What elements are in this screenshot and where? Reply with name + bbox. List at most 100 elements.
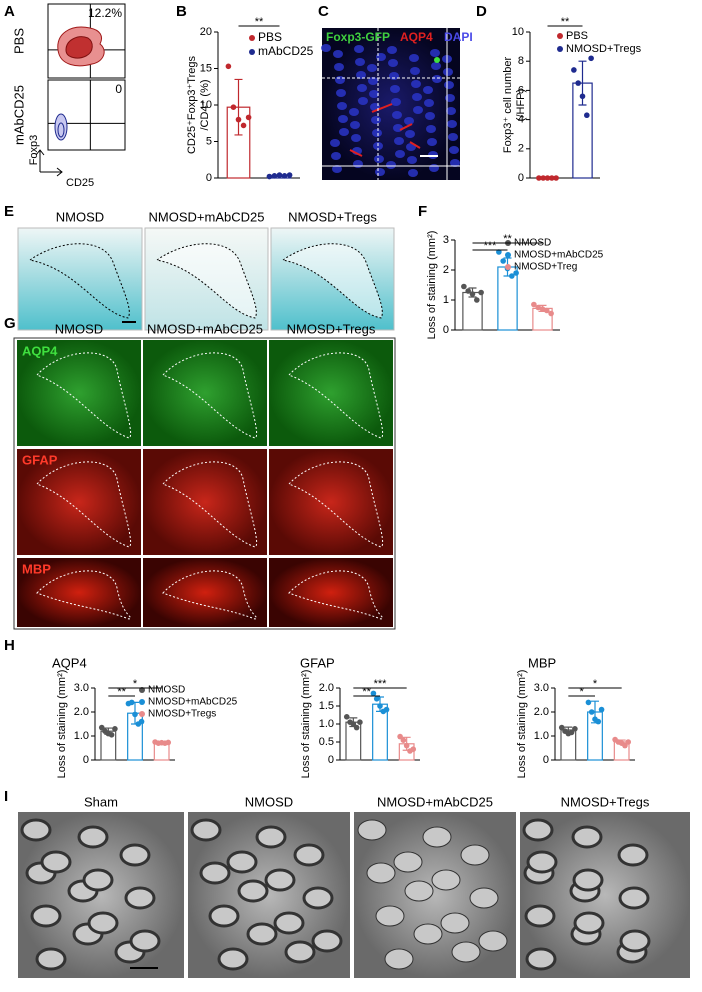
legend-marker: [505, 264, 511, 270]
axon: [393, 851, 423, 873]
data-point: [373, 696, 380, 702]
y-tick-label: 2.0: [534, 706, 549, 718]
nucleus: [386, 161, 396, 169]
chart-title: GFAP: [300, 655, 335, 670]
nucleus: [411, 80, 421, 88]
y-tick-label: 15: [200, 62, 212, 74]
nucleus: [409, 54, 419, 62]
y-axis-label: Loss of staining (mm²): [516, 670, 528, 779]
data-point: [281, 173, 288, 179]
axon: [30, 904, 62, 928]
nucleus: [369, 90, 379, 98]
significance-label: *: [593, 678, 598, 690]
y-tick-label: 0: [443, 324, 449, 336]
y-tick-label: 0: [206, 172, 212, 184]
panel-label: D: [476, 3, 487, 20]
data-point: [478, 289, 484, 296]
axon: [526, 850, 558, 874]
axon: [451, 941, 481, 963]
axon: [617, 843, 649, 867]
bar: [462, 291, 483, 331]
panel-label: A: [4, 3, 15, 20]
nucleus: [357, 84, 367, 92]
legend-marker: [557, 46, 563, 52]
y-axis-label: Foxp3⁺ cell number: [502, 57, 514, 154]
significance-label: **: [255, 16, 264, 28]
axon: [35, 947, 67, 971]
data-point: [165, 739, 172, 746]
data-point: [377, 703, 383, 709]
nucleus: [389, 72, 399, 80]
nucleus: [446, 107, 456, 115]
data-point: [539, 306, 546, 312]
axis-label: Foxp3: [28, 135, 40, 166]
significance-label: *: [580, 686, 585, 698]
nucleus: [375, 168, 385, 176]
y-tick-label: 0: [543, 754, 549, 766]
axon: [217, 947, 249, 971]
data-point: [235, 116, 242, 123]
legend-marker: [505, 252, 511, 258]
axon: [357, 819, 387, 841]
nucleus: [351, 134, 361, 142]
legend-label: NMOSD+mAbCD25: [514, 250, 604, 261]
y-tick-label: 2: [518, 143, 524, 155]
data-point: [138, 718, 145, 725]
y-tick-label: 2.0: [319, 682, 334, 694]
data-point: [558, 724, 565, 731]
significance-label: **: [362, 686, 371, 698]
nucleus: [371, 116, 381, 124]
axon: [255, 825, 287, 849]
data-point: [370, 690, 377, 697]
data-point: [544, 307, 550, 314]
row-label: MBP: [22, 561, 51, 576]
data-point: [585, 699, 592, 706]
legend-marker: [249, 49, 255, 55]
y-tick-label: 0.5: [319, 736, 334, 748]
data-point: [410, 746, 417, 752]
nucleus: [338, 115, 348, 123]
chart-title: MBP: [528, 655, 556, 670]
significance-label: **: [117, 686, 126, 698]
data-point: [496, 249, 502, 255]
nucleus: [358, 97, 368, 105]
micrograph: [269, 449, 393, 555]
panel-label: F: [418, 203, 427, 220]
legend-label: PBS: [566, 30, 588, 42]
channel-label: DAPI: [444, 30, 473, 44]
data-point: [500, 258, 506, 264]
data-point: [584, 112, 590, 119]
nucleus: [349, 108, 359, 116]
nucleus: [355, 58, 365, 66]
nucleus: [425, 112, 435, 120]
y-tick-label: 3.0: [74, 682, 89, 694]
y-tick-label: 3: [443, 234, 449, 246]
axis-arrow: [35, 149, 45, 172]
channel-label: Foxp3-GFP: [326, 30, 390, 44]
row-label: GFAP: [22, 452, 58, 467]
axon: [431, 869, 461, 891]
lesion-outline: [28, 243, 130, 319]
axon: [422, 826, 452, 848]
data-point: [572, 726, 578, 732]
data-point: [625, 739, 632, 745]
data-point: [108, 732, 115, 738]
column-label: NMOSD+mAbCD25: [149, 209, 265, 224]
micrograph: [143, 340, 267, 446]
legend-marker: [249, 35, 255, 41]
y-tick-label: 0: [83, 754, 89, 766]
column-label: Sham: [84, 794, 118, 809]
data-point: [112, 726, 118, 732]
axon: [440, 912, 470, 934]
axon: [40, 850, 72, 874]
nucleus: [426, 125, 436, 133]
data-point: [397, 733, 403, 740]
data-point: [549, 175, 555, 181]
y-tick-label: 20: [200, 26, 212, 38]
data-point: [535, 304, 541, 311]
micrograph: [17, 449, 141, 555]
data-point: [544, 175, 551, 181]
row-label: PBS: [11, 28, 26, 54]
percentage: 0: [115, 82, 122, 96]
y-tick-label: 1.5: [319, 700, 334, 712]
